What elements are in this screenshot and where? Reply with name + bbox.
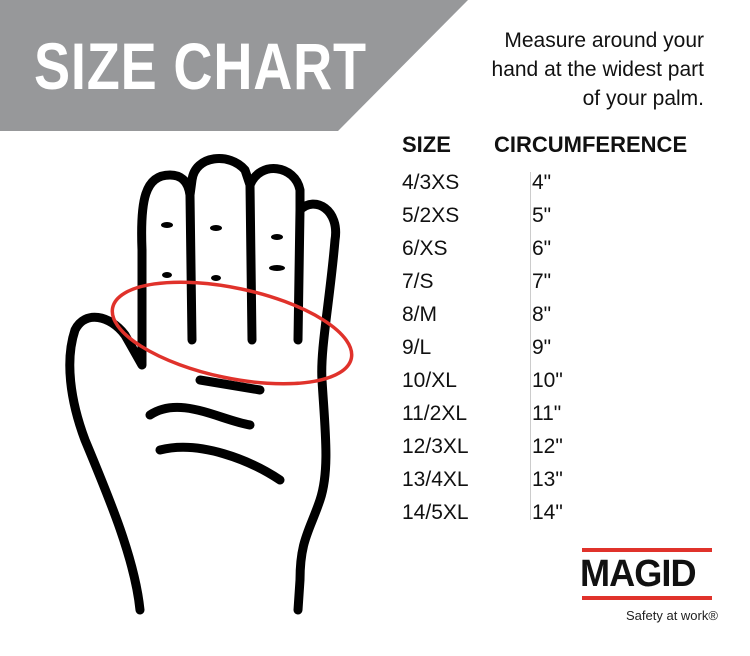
circumference-cell: 12" bbox=[532, 435, 563, 458]
instruction-line: of your palm. bbox=[582, 87, 704, 110]
size-cell: 13/4XL bbox=[402, 468, 469, 491]
logo-wordmark: MAGID bbox=[580, 553, 697, 595]
hand-outline-icon bbox=[65, 154, 354, 615]
circumference-cell: 10" bbox=[532, 369, 563, 392]
circumference-cell: 9" bbox=[532, 336, 552, 359]
column-divider bbox=[530, 172, 531, 520]
logo-tagline: Safety at work® bbox=[626, 608, 718, 623]
magid-logo: MAGID Safety at work® bbox=[580, 548, 720, 623]
size-cell: 11/2XL bbox=[402, 402, 467, 425]
logo-bar bbox=[582, 596, 712, 600]
size-cell: 8/M bbox=[402, 303, 438, 326]
circumference-cell: 5" bbox=[532, 204, 552, 227]
circumference-cell: 6" bbox=[532, 237, 552, 260]
circumference-column: 4" 5" 6" 7" 8" 9" 10" 11" 12" 13" 14" bbox=[532, 166, 563, 529]
size-cell: 7/S bbox=[402, 270, 434, 293]
size-cell: 9/L bbox=[402, 336, 432, 359]
circumference-cell: 8" bbox=[532, 303, 552, 326]
size-cell: 12/3XL bbox=[402, 435, 469, 458]
size-cell: 14/5XL bbox=[402, 501, 469, 524]
size-cell: 6/XS bbox=[402, 237, 448, 260]
measure-line bbox=[110, 280, 354, 386]
circumference-cell: 11" bbox=[532, 402, 562, 425]
title-banner bbox=[0, 0, 468, 131]
measure-instructions: Measure around your hand at the widest p… bbox=[404, 26, 704, 113]
circumference-cell: 14" bbox=[532, 501, 563, 524]
size-column: 4/3XS 5/2XS 6/XS 7/S 8/M 9/L 10/XL 11/2XL 12/3XL… bbox=[402, 166, 469, 529]
circumference-cell: 4" bbox=[532, 171, 552, 194]
instruction-line: Measure around your bbox=[504, 29, 704, 52]
circumference-header: CIRCUMFERENCE bbox=[494, 132, 688, 157]
size-cell: 4/3XS bbox=[402, 171, 460, 194]
size-header: SIZE bbox=[402, 132, 451, 157]
size-cell: 5/2XS bbox=[402, 204, 460, 227]
size-cell: 10/XL bbox=[402, 369, 457, 392]
page-title: SIZE CHART bbox=[34, 29, 367, 103]
logo-bar bbox=[582, 548, 712, 552]
circumference-cell: 13" bbox=[532, 468, 563, 491]
instruction-line: hand at the widest part bbox=[491, 58, 704, 81]
circumference-cell: 7" bbox=[532, 270, 552, 293]
